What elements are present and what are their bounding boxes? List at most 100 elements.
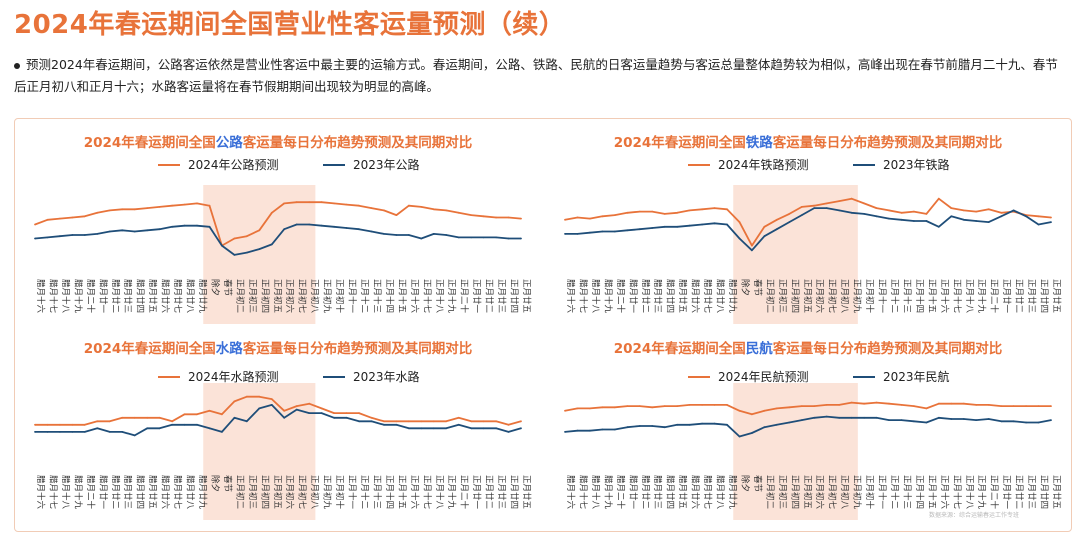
- data-point: [589, 231, 591, 234]
- data-point: [333, 416, 335, 419]
- data-point: [482, 215, 485, 218]
- data-point: [270, 211, 273, 214]
- data-point: [576, 429, 579, 432]
- data-point: [950, 418, 953, 420]
- data-point: [457, 423, 460, 426]
- tick-label: 正月初三: [777, 279, 788, 313]
- data-point: [726, 208, 728, 211]
- data-point: [1012, 420, 1015, 423]
- data-point: [245, 395, 248, 398]
- tick-label: 正月初四: [259, 279, 270, 313]
- data-point: [1012, 209, 1015, 212]
- tick-label: 正月十七: [421, 475, 432, 510]
- data-point: [651, 227, 654, 229]
- data-point: [950, 215, 953, 218]
- legend-label: 2024年水路预测: [188, 369, 279, 384]
- data-point: [108, 209, 111, 212]
- legend-label: 2023年水路: [353, 369, 420, 384]
- data-point: [888, 419, 890, 421]
- data-point: [663, 405, 666, 407]
- data-point: [751, 413, 753, 416]
- data-point: [158, 416, 161, 419]
- data-point: [208, 204, 211, 207]
- data-point: [925, 220, 928, 222]
- data-point: [763, 409, 766, 412]
- data-point: [763, 235, 766, 238]
- tick-label: 正月初四: [789, 279, 800, 313]
- data-point: [470, 427, 473, 430]
- tick-label: 腊月廿六: [160, 475, 171, 510]
- tick-label: 腊月十六: [565, 279, 576, 314]
- tick-label: 正月十六: [409, 279, 420, 314]
- data-point: [663, 225, 666, 228]
- tick-label: 腊月廿八: [185, 279, 196, 314]
- tick-label: 正月初九: [852, 475, 863, 510]
- data-point: [900, 218, 903, 221]
- data-point: [626, 211, 629, 214]
- tick-label: 腊月廿八: [715, 475, 726, 510]
- data-point: [233, 254, 236, 256]
- data-point: [183, 224, 186, 227]
- chart-title-post: 客运量每日分布趋势预测及其同期对比: [242, 340, 473, 357]
- data-point: [320, 201, 323, 204]
- data-point: [1025, 405, 1027, 407]
- data-point: [295, 201, 298, 204]
- tick-label: 腊月廿二: [110, 279, 121, 314]
- data-point: [270, 243, 273, 246]
- data-point: [738, 221, 741, 223]
- legend-label: 2024年公路预测: [188, 157, 279, 172]
- data-point: [751, 432, 753, 434]
- data-point: [71, 216, 74, 219]
- data-point: [962, 402, 965, 405]
- legend-label: 2023年铁路: [883, 157, 950, 172]
- data-point: [913, 220, 915, 222]
- chart-title-post: 客运量每日分布趋势预测及其同期对比: [772, 340, 1003, 357]
- data-point: [432, 427, 435, 430]
- data-point: [875, 207, 878, 209]
- data-point: [1050, 405, 1052, 407]
- data-point: [432, 420, 435, 423]
- data-point: [283, 202, 286, 205]
- data-point: [589, 429, 591, 432]
- data-point: [333, 225, 335, 228]
- data-point: [937, 197, 940, 200]
- chart-title: 2024年春运期间全国民航客运量每日分布趋势预测及其同期对比: [614, 340, 1003, 357]
- series-line: [34, 223, 521, 256]
- tick-label: 正月十二: [889, 279, 900, 314]
- tick-label: 腊月廿三: [122, 279, 133, 313]
- tick-label: 正月初七: [297, 279, 308, 314]
- data-point: [121, 431, 124, 433]
- tick-label: 正月初十: [864, 279, 875, 314]
- data-point: [96, 211, 99, 214]
- data-point: [638, 210, 641, 213]
- data-point: [383, 420, 385, 423]
- data-point: [800, 214, 803, 216]
- data-point: [813, 204, 816, 207]
- tick-label: 正月初九: [322, 279, 333, 314]
- data-point: [626, 426, 629, 429]
- data-point: [813, 405, 816, 407]
- tick-label: 正月二十: [989, 475, 1000, 510]
- data-point: [183, 203, 186, 206]
- highlight-band: [203, 185, 316, 324]
- tick-label: 正月初六: [814, 279, 825, 314]
- series-line: [34, 201, 522, 247]
- data-point: [701, 422, 703, 425]
- series-line: [35, 395, 522, 426]
- tick-label: 腊月廿九: [727, 279, 738, 314]
- tick-label: 正月十九: [976, 279, 987, 314]
- data-point: [1000, 215, 1003, 218]
- data-point: [788, 421, 791, 424]
- tick-label: 正月廿一: [471, 475, 482, 510]
- legend-label: 2024年铁路预测: [718, 157, 809, 172]
- tick-label: 正月初三: [247, 475, 258, 509]
- data-point: [495, 427, 497, 430]
- data-point: [345, 227, 348, 229]
- data-point: [1025, 215, 1027, 218]
- data-point: [800, 405, 803, 407]
- data-point: [308, 412, 311, 414]
- tick-label: 正月初七: [827, 475, 838, 510]
- tick-label: 正月初四: [259, 475, 270, 509]
- data-point: [420, 237, 423, 240]
